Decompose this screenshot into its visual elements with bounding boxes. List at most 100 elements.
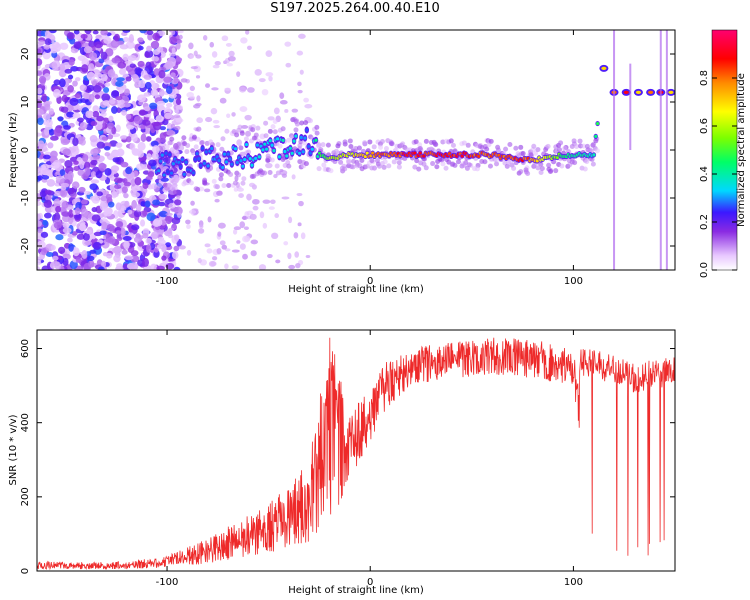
spectrogram-ridge-point (535, 159, 539, 163)
spectrogram-noise-point (159, 126, 166, 131)
spectrogram-halo (219, 146, 225, 152)
spectrogram-noise-point (37, 70, 43, 76)
spectrogram-halo (348, 144, 354, 150)
spectrogram-noise-point (170, 123, 176, 129)
spectrogram-noise-point (156, 100, 166, 107)
spectrogram-noise-point (175, 105, 183, 110)
spectrogram-noise-point (53, 221, 62, 229)
spectrogram-halo (417, 142, 423, 148)
spectrogram-x-tick-label: -100 (156, 276, 179, 287)
spectrogram-ridge-point (261, 148, 265, 152)
spectrogram-noise-point (170, 30, 176, 36)
spectrogram-noise-point (115, 142, 123, 148)
spectrogram-noise-point (91, 214, 101, 222)
spectrogram-noise-point (92, 30, 99, 35)
spectrogram-noise-point (101, 260, 107, 268)
spectrogram-noise-point (250, 239, 259, 245)
spectrogram-noise-point (174, 234, 180, 242)
spectrogram-noise-point (37, 228, 43, 234)
spectrogram-noise-point (59, 42, 69, 50)
spectrogram-ridge-point (202, 161, 207, 166)
spectrogram-noise-point (212, 119, 220, 124)
spectrogram-noise-point (100, 51, 108, 60)
spectrogram-halo (215, 142, 221, 148)
spectrogram-noise-point (102, 100, 111, 106)
spectrogram-noise-point (297, 89, 303, 94)
spectrogram-noise-point (239, 86, 247, 93)
spectrogram-noise-point (267, 254, 273, 259)
spectrogram-ridge-point (226, 152, 230, 156)
spectrogram-noise-point (166, 102, 173, 108)
spectrogram-halo (584, 159, 590, 165)
spectrogram-ridge-point (272, 148, 276, 153)
spectrogram-halo (465, 142, 471, 148)
spectrogram-noise-point (90, 148, 99, 156)
spectrogram-noise-point (202, 35, 208, 41)
spectrogram-noise-point (37, 259, 42, 266)
spectrogram-halo (359, 157, 365, 163)
spectrogram-noise-point (67, 237, 73, 243)
spectrogram-noise-point (144, 51, 151, 58)
spectrogram-noise-point (100, 195, 108, 202)
spectrogram-halo (246, 149, 252, 155)
spectrogram-noise-point (131, 133, 138, 142)
spectrogram-halo (347, 138, 353, 144)
snr-x-tick-label: 100 (564, 577, 583, 588)
spectrogram-noise-point (124, 200, 130, 208)
spectrogram-noise-point (165, 212, 173, 217)
spectrogram-halo (213, 183, 219, 189)
spectrogram-noise-point (130, 178, 136, 187)
spectrogram-noise-point (186, 224, 191, 230)
spectrogram-ridge-point (301, 150, 305, 154)
spectrogram-halo (594, 148, 600, 154)
spectrogram-halo (169, 136, 175, 142)
spectrogram-noise-point (103, 208, 113, 217)
spectrogram-noise-point (137, 60, 145, 68)
spectrogram-noise-point (127, 209, 133, 215)
spectrogram-noise-point (86, 255, 95, 262)
spectrogram-noise-point (186, 249, 192, 256)
spectrogram-ridge-point (171, 162, 175, 166)
spectrogram-noise-point (146, 212, 156, 222)
spectrogram-noise-point (163, 76, 173, 83)
spectrogram-noise-point (144, 81, 152, 90)
spectrogram-ridge-point (303, 136, 307, 140)
spectrogram-noise-point (252, 198, 260, 205)
spectrogram-noise-point (37, 240, 46, 249)
spectrogram-noise-point (294, 251, 300, 258)
snr-series-path (37, 337, 675, 571)
spectrogram-noise-point (88, 63, 95, 72)
spectrogram-halo (439, 157, 445, 163)
spectrogram-noise-point (240, 125, 249, 129)
spectrogram-halo (504, 163, 510, 169)
spectrogram-noise-point (190, 200, 195, 206)
spectrogram-ridge-point (305, 128, 309, 132)
spectrogram-noise-point (72, 247, 80, 257)
spectrogram-noise-point (268, 206, 275, 210)
spectrogram-noise-point (227, 56, 236, 62)
spectrogram-halo (184, 149, 190, 155)
snr-series-line (37, 337, 675, 571)
spectrogram-noise-point (196, 95, 201, 102)
spectrogram-noise-point (73, 213, 82, 220)
spectrogram-noise-point (85, 110, 94, 119)
spectrogram-noise-point (50, 244, 56, 251)
spectrogram-ridge-point (299, 135, 303, 140)
spectrogram-noise-point (171, 217, 181, 225)
spectrogram-halo (396, 160, 402, 166)
spectrogram-noise-point (93, 72, 103, 78)
spectrogram-halo (474, 166, 480, 172)
spectrogram-noise-point (84, 240, 93, 246)
spectrogram-noise-point (119, 44, 129, 50)
spectrogram-noise-point (219, 240, 226, 246)
spectrogram-ridge-point (235, 160, 239, 165)
spectrogram-halo (175, 175, 181, 181)
spectrogram-halo (342, 166, 348, 172)
spectrogram-noise-point (149, 263, 158, 270)
spectrogram-noise-point (107, 201, 115, 208)
spectrogram-ridge-point (413, 151, 417, 155)
spectrogram-halo (582, 166, 588, 172)
spectrogram-noise-point (245, 30, 250, 35)
spectrogram-halo (545, 143, 551, 149)
